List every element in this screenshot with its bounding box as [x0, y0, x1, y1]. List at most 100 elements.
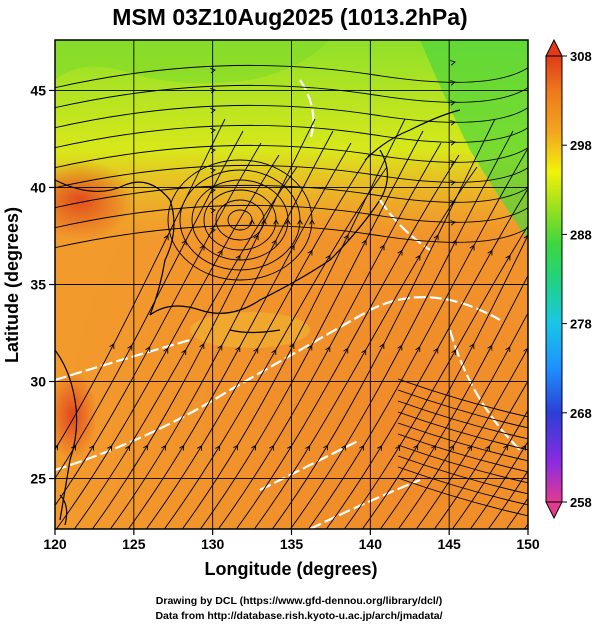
credit-line-1: Drawing by DCL (https://www.gfd-dennou.o… [156, 595, 442, 607]
streamline-arrow [415, 254, 421, 261]
streamline [55, 64, 528, 89]
streamline-arrow [261, 219, 267, 225]
streamline-arrow [233, 444, 239, 451]
streamline-arrow [578, 346, 582, 351]
streamline-arrow [450, 120, 456, 126]
streamline-arrow [379, 343, 385, 350]
colorbar: 308 298 288 278 268 258 [545, 38, 592, 520]
isotherm-3 [259, 439, 361, 491]
hot-area-korea-west [55, 160, 135, 240]
streamline-arrow [431, 444, 437, 451]
streamline-arrow [89, 444, 95, 451]
streamline-arrow [451, 349, 457, 356]
korea-china-coast [55, 179, 175, 316]
streamline-arrow [433, 347, 439, 354]
streamline-arrow [253, 347, 259, 354]
hokkaido-coast [364, 109, 461, 161]
streamline-arrow [542, 350, 546, 355]
streamline-arrow [359, 444, 365, 451]
streamline-arrow [578, 250, 582, 255]
colorbar-tick-label: 308 [570, 49, 592, 64]
streamline-arrow [450, 140, 456, 146]
streamline [589, 155, 599, 539]
streamline-arrow [289, 343, 295, 350]
streamline-arrow [539, 446, 543, 451]
map-plot-area [55, 40, 599, 539]
streamline-arrow [487, 344, 493, 351]
map-title: MSM 03Z10Aug2025 (1013.2hPa) [112, 4, 467, 30]
colorbar-max-arrow [545, 38, 563, 57]
streamline-arrow [323, 444, 329, 451]
lon-tick-label: 125 [122, 536, 146, 552]
streamline-arrow [505, 254, 511, 261]
streamline-arrow [343, 234, 349, 241]
streamline-arrow [450, 180, 456, 186]
streamline-arrow [217, 344, 223, 351]
shikoku-coast [229, 329, 281, 334]
cold-northeast-sea [420, 40, 528, 240]
streamline-arrow [143, 444, 149, 451]
colorbar-tick-label: 268 [570, 406, 592, 421]
streamline-arrow [593, 445, 597, 450]
lon-tick-label: 130 [201, 536, 225, 552]
streamline [397, 433, 528, 473]
streamline [397, 466, 528, 506]
latitude-ticks: 25 30 35 40 45 [30, 82, 55, 487]
streamline-arrow [361, 239, 367, 246]
streamline-arrow [251, 444, 257, 451]
streamline [451, 409, 528, 529]
streamline-arrow [199, 343, 205, 350]
colorbar-min-arrow [545, 501, 563, 520]
streamline [571, 143, 599, 539]
isotherm-2 [55, 338, 191, 382]
streamline [55, 84, 528, 109]
streamline-arrow [273, 219, 279, 225]
streamline [487, 469, 528, 529]
streamline [55, 184, 528, 209]
streamline-arrow [181, 239, 187, 246]
streamline-arrow [145, 346, 151, 353]
streamline-arrow [161, 444, 167, 451]
lon-tick-label: 120 [43, 536, 67, 552]
streamline [397, 477, 528, 517]
streamline-arrow [305, 445, 311, 452]
streamline [55, 124, 528, 149]
streamline-arrow [271, 349, 277, 356]
lon-tick-label: 150 [516, 536, 540, 552]
streamline-arrow [163, 347, 169, 354]
streamline-arrow [343, 347, 349, 354]
streamline-arrow [542, 240, 546, 245]
streamline-arrow [505, 346, 511, 353]
streamline-arrow [449, 444, 455, 451]
streamline-arrow [179, 444, 185, 451]
streamline-arrow [199, 244, 205, 251]
streamline-arrow [433, 234, 439, 241]
japan-honshu-coast [149, 149, 389, 316]
streamline-arrow [467, 445, 473, 451]
streamline-arrow [297, 219, 303, 225]
lat-tick-label: 30 [30, 374, 46, 390]
credit-line-2: Data from http://database.rish.kyoto-u.a… [155, 610, 442, 622]
streamline-arrow [450, 160, 456, 166]
streamline-arrow [307, 249, 313, 256]
streamline [397, 444, 528, 484]
streamline-arrow [450, 60, 456, 66]
colorbar-ticks: 308 298 288 278 268 258 [562, 49, 592, 510]
streamline-arrow [107, 445, 113, 451]
streamline-arrow [450, 220, 456, 226]
streamline [55, 164, 528, 189]
streamline-arrow [397, 344, 403, 351]
streamline-arrow [109, 343, 115, 350]
colorbar-tick-label: 298 [570, 138, 592, 153]
wind-streamlines [55, 60, 599, 539]
streamline-arrow [575, 446, 579, 451]
streamline-arrow [253, 234, 259, 241]
isotherm-4 [448, 329, 521, 451]
streamline-arrow [487, 249, 493, 256]
streamline-arrow [235, 346, 241, 353]
streamline-arrow [163, 234, 169, 241]
colorbar-tick-label: 288 [570, 227, 592, 242]
streamline-arrow [181, 349, 187, 356]
streamline-arrow [215, 445, 221, 452]
